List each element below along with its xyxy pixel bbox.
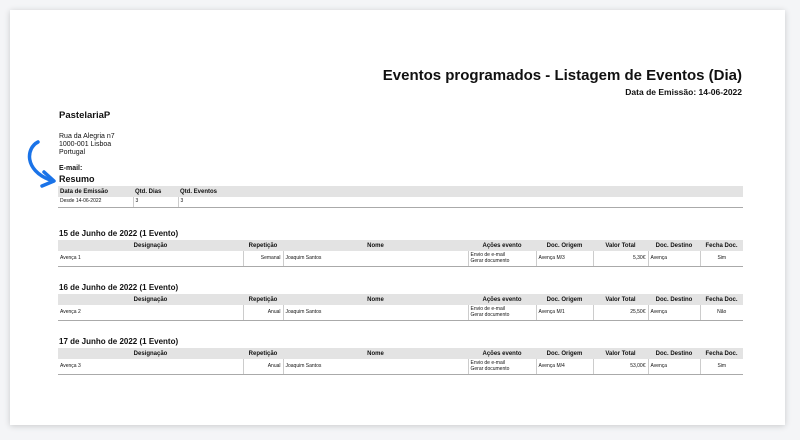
column-header: Nome (283, 348, 468, 359)
day-section: 17 de Junho de 2022 (1 Evento) Designação… (58, 337, 743, 375)
address-line: 1000-001 Lisboa (59, 141, 112, 148)
column-header: Designação (58, 294, 243, 305)
column-header: Doc. Destino (648, 240, 700, 251)
destino-cell: Avença (647, 359, 700, 375)
report-page: Eventos programados - Listagem de Evento… (10, 10, 785, 425)
destino-cell: Avença (647, 305, 700, 321)
origem-cell: Avença M/1 (535, 305, 593, 321)
address-line: Portugal (59, 149, 86, 156)
acao: Envio de e-mail (470, 252, 505, 258)
acao: Gerar documento (470, 311, 510, 318)
column-header: Doc. Destino (648, 348, 700, 359)
company-address: Rua da Alegria n7 1000-001 Lisboa Portug… (59, 133, 115, 157)
column-header: Doc. Destino (648, 294, 700, 305)
column-header: Valor Total (593, 294, 648, 305)
summary-header: Qtd. Eventos (178, 186, 743, 197)
summary-header: Data de Emissão (58, 186, 133, 197)
day-section: 15 de Junho de 2022 (1 Evento) Designação… (58, 229, 743, 267)
day-section: 16 de Junho de 2022 (1 Evento) Designação… (58, 283, 743, 321)
event-row: Avença 2 Anual Joaquim Santos Envio de e… (58, 305, 743, 321)
emission-date: Data de Emissão: 14-06-2022 (625, 87, 742, 97)
origem-cell: Avença M/3 (535, 251, 593, 267)
valor-cell: 25,50€ (592, 305, 648, 321)
nome-cell: Joaquim Santos (282, 305, 468, 321)
column-header: Repetição (243, 240, 283, 251)
column-header: Ações evento (468, 294, 536, 305)
valor-cell: 53,00€ (592, 359, 648, 375)
acao: Gerar documento (470, 365, 510, 372)
summary-cell: 3 (132, 197, 178, 208)
column-header: Fecha Doc. (700, 294, 743, 305)
fecha-cell: Não (699, 305, 743, 321)
events-table: Designação Repetição Nome Ações evento Doc. … (58, 240, 743, 267)
column-header: Doc. Origem (536, 348, 593, 359)
column-header: Ações evento (468, 348, 536, 359)
column-header: Designação (58, 348, 243, 359)
email-label: E-mail: (59, 165, 83, 172)
column-header: Fecha Doc. (700, 348, 743, 359)
nome-cell: Joaquim Santos (282, 359, 468, 375)
column-header: Nome (283, 240, 468, 251)
summary-title: Resumo (59, 174, 95, 184)
nome-cell: Joaquim Santos (282, 251, 468, 267)
valor-cell: 5,30€ (592, 251, 648, 267)
summary-cell: 3 (177, 197, 743, 208)
curved-arrow-icon (27, 140, 56, 188)
column-header: Repetição (243, 294, 283, 305)
column-header: Nome (283, 294, 468, 305)
event-row: Avença 3 Anual Joaquim Santos Envio de e… (58, 359, 743, 375)
events-table: Designação Repetição Nome Ações evento Doc. … (58, 348, 743, 375)
company-name: PastelariaP (59, 110, 111, 121)
event-row: Avença 1 Semanal Joaquim Santos Envio de… (58, 251, 743, 267)
fecha-cell: Sim (699, 251, 743, 267)
column-header: Valor Total (593, 348, 648, 359)
repeticao-cell: Semanal (242, 251, 283, 267)
address-line: Rua da Alegria n7 (59, 133, 115, 140)
acoes-cell: Envio de e-mail Gerar documento (467, 251, 536, 267)
acoes-cell: Envio de e-mail Gerar documento (467, 305, 536, 321)
acoes-cell: Envio de e-mail Gerar documento (467, 359, 536, 375)
report-title: Eventos programados - Listagem de Evento… (382, 67, 742, 84)
day-heading: 17 de Junho de 2022 (1 Evento) (59, 337, 179, 346)
column-header: Doc. Origem (536, 240, 593, 251)
fecha-cell: Sim (699, 359, 743, 375)
summary-header: Qtd. Dias (133, 186, 178, 197)
column-header: Repetição (243, 348, 283, 359)
repeticao-cell: Anual (242, 359, 283, 375)
day-heading: 15 de Junho de 2022 (1 Evento) (59, 229, 179, 238)
designacao-cell: Avença 1 (58, 251, 243, 267)
column-header: Valor Total (593, 240, 648, 251)
destino-cell: Avença (647, 251, 700, 267)
column-header: Doc. Origem (536, 294, 593, 305)
events-table: Designação Repetição Nome Ações evento Doc. … (58, 294, 743, 321)
designacao-cell: Avença 3 (58, 359, 243, 375)
acao: Envio de e-mail (470, 360, 505, 366)
repeticao-cell: Anual (242, 305, 283, 321)
column-header: Fecha Doc. (700, 240, 743, 251)
summary-cell: Desde 14-06-2022 (58, 197, 133, 208)
day-heading: 16 de Junho de 2022 (1 Evento) (59, 283, 179, 292)
designacao-cell: Avença 2 (58, 305, 243, 321)
summary-row: Desde 14-06-2022 3 3 (58, 197, 743, 208)
acao: Gerar documento (470, 257, 510, 264)
column-header: Designação (58, 240, 243, 251)
column-header: Ações evento (468, 240, 536, 251)
origem-cell: Avença M/4 (535, 359, 593, 375)
acao: Envio de e-mail (470, 306, 505, 312)
summary-table: Data de Emissão Qtd. Dias Qtd. Eventos Des… (58, 186, 743, 208)
